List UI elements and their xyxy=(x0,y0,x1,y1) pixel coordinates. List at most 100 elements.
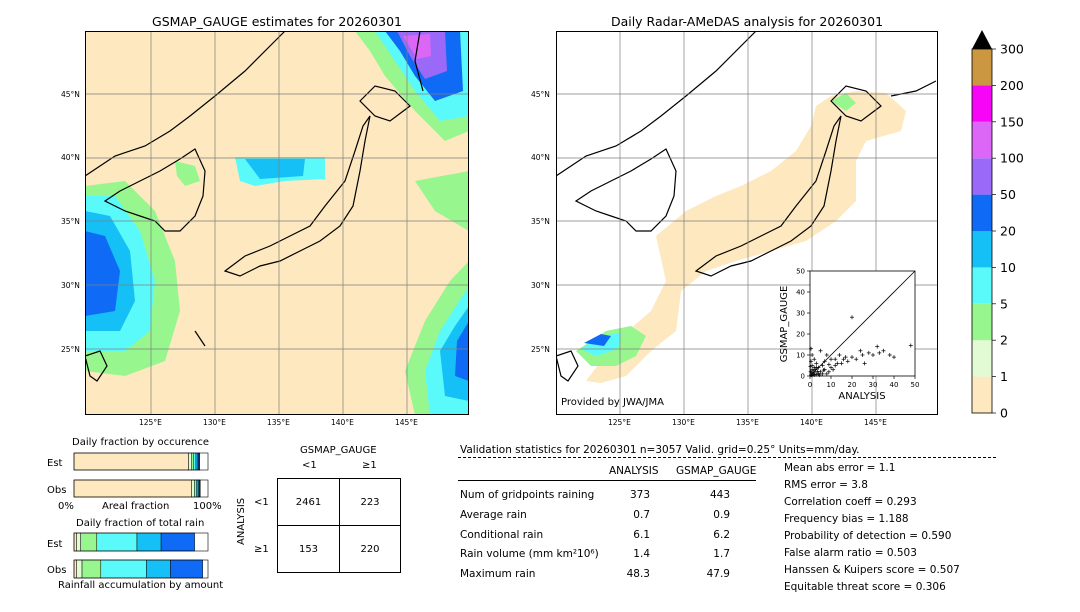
scatter-point xyxy=(821,368,826,373)
colorbar: 0 1 2 5 10 20 50 100 150 200 300 xyxy=(971,30,1024,420)
total-rain-bar-segment xyxy=(81,559,102,579)
scatter-point xyxy=(822,359,827,364)
scatter-point xyxy=(871,353,875,357)
scatter-ticks-group: 0 10 20 30 40 50 0 10 20 30 40 50 xyxy=(796,268,919,390)
contingency-cell: 153 xyxy=(298,544,319,555)
scatter-point xyxy=(854,357,859,362)
scatter-point xyxy=(814,361,819,366)
occurrence-bar-segment xyxy=(191,479,195,498)
scatter-point xyxy=(820,371,825,376)
occurrence-x-label-mid: Areal fraction xyxy=(102,501,170,512)
total-rain-x-label: Rainfall accumulation by amount xyxy=(58,580,224,591)
scatter-y-tick-label: 0 xyxy=(801,373,805,381)
scatter-point xyxy=(817,372,822,377)
score-line: Mean abs error = 1.1 xyxy=(784,462,896,474)
occurrence-x-label-0: 0% xyxy=(58,501,74,512)
colorbar-segment xyxy=(972,231,992,268)
scatter-point xyxy=(826,362,831,367)
occurrence-row-label-obs: Obs xyxy=(47,485,66,496)
scatter-y-tick-label: 50 xyxy=(796,268,805,276)
scatter-x-tick-label: 0 xyxy=(808,381,812,389)
scatter-point xyxy=(809,359,814,364)
occurrence-bar-segment xyxy=(73,479,192,498)
scatter-point xyxy=(892,355,896,360)
total-rain-bar-segment xyxy=(76,559,83,579)
radar-coverage xyxy=(586,91,906,383)
scatter-point xyxy=(831,367,836,372)
rain-patch-hokkaido xyxy=(831,93,856,111)
validation-col-gsmap: GSMAP_GAUGE xyxy=(676,465,757,477)
validation-divider xyxy=(458,457,996,458)
scatter-point xyxy=(837,353,842,357)
left-lat-label-25: 25°N xyxy=(61,345,80,354)
colorbar-label: 2 xyxy=(1000,333,1008,348)
total-rain-bars-group xyxy=(73,532,209,579)
scatter-y-tick-label: 30 xyxy=(796,310,805,318)
right-lon-label-125: 125°E xyxy=(608,418,631,427)
colorbar-label: 1 xyxy=(1000,369,1008,384)
scatter-x-tick-label: 50 xyxy=(911,381,920,389)
occurrence-bar-frame xyxy=(73,452,209,471)
score-line: Correlation coeff = 0.293 xyxy=(784,496,917,508)
right-lon-label-135: 135°E xyxy=(736,418,759,427)
occurrence-bar-segment xyxy=(195,452,199,471)
total-rain-bar-segment xyxy=(100,559,147,579)
colorbar-segment xyxy=(972,340,992,377)
occurrence-bar-segment xyxy=(188,452,192,471)
contingency-grid: 2461 223 153 220 xyxy=(277,478,401,573)
scatter-x-tick-label: 10 xyxy=(827,381,836,389)
colorbar-segment xyxy=(972,85,992,122)
validation-row-gsmap: 1.7 xyxy=(713,548,730,560)
contingency-cell: 223 xyxy=(360,497,380,508)
scatter-point xyxy=(866,350,871,355)
rain-patch-southeast-heavy xyxy=(455,321,469,381)
validation-row-label: Average rain xyxy=(460,509,527,521)
right-lat-label-45: 45°N xyxy=(531,90,550,99)
occurrence-bar-segment xyxy=(191,452,194,471)
scatter-point xyxy=(815,369,820,374)
total-rain-bar-segment xyxy=(73,559,77,579)
scatter-point xyxy=(829,357,833,362)
colorbar-extend-triangle xyxy=(972,30,992,49)
scatter-x-tick-label: 20 xyxy=(848,381,857,389)
validation-table-rule xyxy=(458,480,756,481)
left-lon-label-145: 145°E xyxy=(395,418,418,427)
left-map xyxy=(85,31,469,415)
scatter-point xyxy=(809,346,814,351)
contingency-row-label-lt1: <1 xyxy=(254,497,269,508)
validation-row-gsmap: 0.9 xyxy=(713,509,730,521)
scatter-point xyxy=(860,353,865,357)
right-lon-label-140: 140°E xyxy=(800,418,823,427)
scatter-point xyxy=(877,350,882,355)
validation-col-analysis: ANALYSIS xyxy=(609,465,659,477)
right-lon-label-130: 130°E xyxy=(672,418,695,427)
occurrence-bar-segment xyxy=(198,452,200,471)
right-lon-label-145: 145°E xyxy=(864,418,887,427)
scatter-point xyxy=(812,365,817,370)
colorbar-segments-group xyxy=(972,49,992,413)
right-lat-label-30: 30°N xyxy=(531,281,550,290)
rain-patch-southwest-blue xyxy=(584,334,611,346)
map-credit: Provided by JWA/JMA xyxy=(561,397,664,408)
contingency-row-label-ge1: ≥1 xyxy=(254,544,269,555)
left-lat-label-45: 45°N xyxy=(61,90,80,99)
contingency-cell: 2461 xyxy=(295,497,322,508)
validation-row-analysis: 1.4 xyxy=(633,548,650,560)
scatter-point xyxy=(818,369,823,374)
validation-row-label: Rain volume (mm km²10⁶) xyxy=(460,548,599,560)
occurrence-bars-group xyxy=(73,452,209,498)
total-rain-bar-segment xyxy=(160,532,195,552)
validation-row-gsmap: 6.2 xyxy=(713,529,730,541)
colorbar-segment xyxy=(972,158,992,195)
colorbar-segment xyxy=(972,267,992,304)
scatter-point xyxy=(833,363,838,368)
score-line: Probability of detection = 0.590 xyxy=(784,530,952,542)
scatter-point xyxy=(829,365,833,370)
total-rain-title: Daily fraction of total rain xyxy=(76,518,205,529)
scatter-point xyxy=(908,343,913,348)
scatter-point xyxy=(816,365,821,370)
rain-patch-east-small xyxy=(415,171,469,231)
occurrence-x-label-100: 100% xyxy=(193,501,222,512)
scatter-y-tick-label: 10 xyxy=(796,352,805,360)
contingency-title: GSMAP_GAUGE xyxy=(300,445,377,456)
